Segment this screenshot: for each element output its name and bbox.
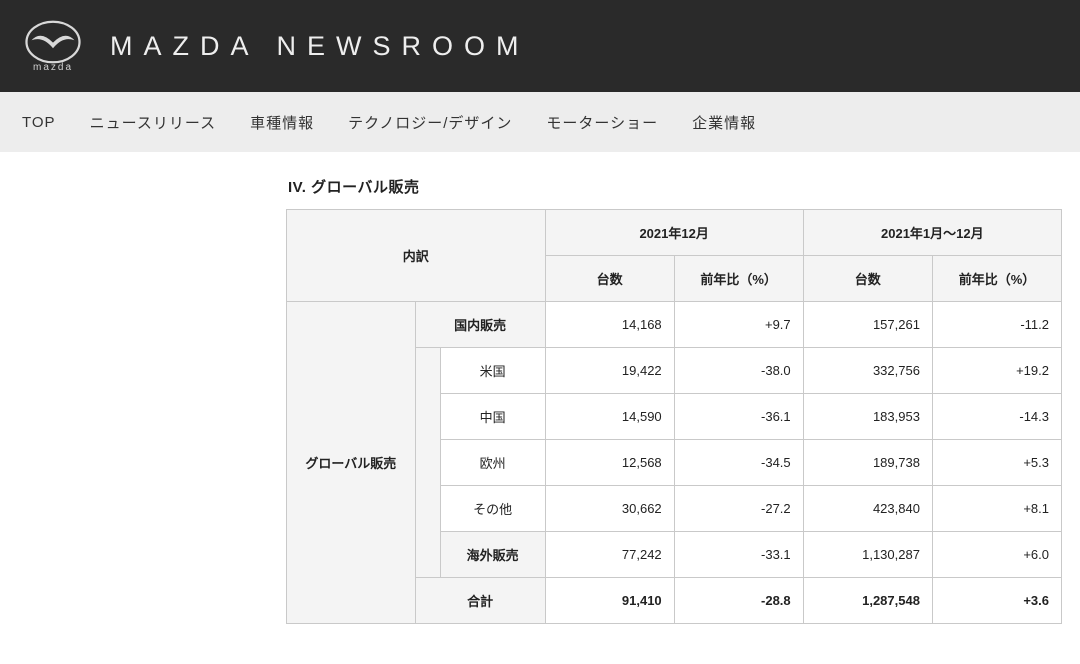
cell-yoy: -33.1	[674, 532, 803, 578]
cell-units: 30,662	[545, 486, 674, 532]
site-title: MAZDA NEWSROOM	[110, 31, 530, 62]
row-label: 合計	[415, 578, 545, 624]
brand-logo[interactable]: mazda	[24, 20, 82, 73]
cell-yoy: +9.7	[674, 302, 803, 348]
rowgroup-global-sales: グローバル販売	[287, 302, 416, 624]
nav-item-news[interactable]: ニュースリリース	[90, 112, 217, 133]
cell-yoy: -34.5	[674, 440, 803, 486]
row-label: その他	[440, 486, 545, 532]
th-units-2: 台数	[803, 256, 932, 302]
cell-units: 1,287,548	[803, 578, 932, 624]
cell-units: 14,168	[545, 302, 674, 348]
global-sales-table: 内訳 2021年12月 2021年1月～12月 台数 前年比（%） 台数 前年比…	[286, 209, 1062, 624]
cell-units: 423,840	[803, 486, 932, 532]
cell-units: 189,738	[803, 440, 932, 486]
row-label: 国内販売	[415, 302, 545, 348]
cell-units: 183,953	[803, 394, 932, 440]
row-label: 中国	[440, 394, 545, 440]
cell-units: 77,242	[545, 532, 674, 578]
cell-yoy: +8.1	[932, 486, 1061, 532]
nav-item-models[interactable]: 車種情報	[250, 112, 314, 133]
cell-units: 91,410	[545, 578, 674, 624]
cell-yoy: -36.1	[674, 394, 803, 440]
cell-yoy: +19.2	[932, 348, 1061, 394]
section-title: IV. グローバル販売	[288, 176, 1080, 197]
content-area: IV. グローバル販売 内訳 2021年12月 2021年1月～12月 台数 前…	[0, 152, 1080, 664]
cell-yoy: +6.0	[932, 532, 1061, 578]
table-row: グローバル販売 国内販売 14,168 +9.7 157,261 -11.2	[287, 302, 1062, 348]
subgroup-spacer	[415, 348, 440, 578]
primary-nav: TOP ニュースリリース 車種情報 テクノロジー/デザイン モーターショー 企業…	[0, 92, 1080, 152]
cell-units: 19,422	[545, 348, 674, 394]
cell-yoy: +3.6	[932, 578, 1061, 624]
cell-units: 332,756	[803, 348, 932, 394]
cell-yoy: -11.2	[932, 302, 1061, 348]
cell-yoy: -27.2	[674, 486, 803, 532]
th-breakdown: 内訳	[287, 210, 546, 302]
nav-item-corporate[interactable]: 企業情報	[692, 112, 756, 133]
nav-item-tech[interactable]: テクノロジー/デザイン	[348, 112, 512, 133]
cell-units: 157,261	[803, 302, 932, 348]
row-label: 米国	[440, 348, 545, 394]
th-period1: 2021年12月	[545, 210, 803, 256]
row-label: 欧州	[440, 440, 545, 486]
row-label: 海外販売	[440, 532, 545, 578]
cell-yoy: -38.0	[674, 348, 803, 394]
mazda-logo-icon	[24, 20, 82, 64]
cell-yoy: +5.3	[932, 440, 1061, 486]
th-units-1: 台数	[545, 256, 674, 302]
th-yoy-2: 前年比（%）	[932, 256, 1061, 302]
nav-item-motorshow[interactable]: モーターショー	[546, 112, 658, 133]
brand-name: mazda	[33, 62, 73, 73]
nav-item-top[interactable]: TOP	[22, 114, 56, 131]
cell-units: 14,590	[545, 394, 674, 440]
th-period2: 2021年1月～12月	[803, 210, 1061, 256]
cell-yoy: -14.3	[932, 394, 1061, 440]
cell-yoy: -28.8	[674, 578, 803, 624]
cell-units: 12,568	[545, 440, 674, 486]
cell-units: 1,130,287	[803, 532, 932, 578]
site-header: mazda MAZDA NEWSROOM	[0, 0, 1080, 92]
th-yoy-1: 前年比（%）	[674, 256, 803, 302]
